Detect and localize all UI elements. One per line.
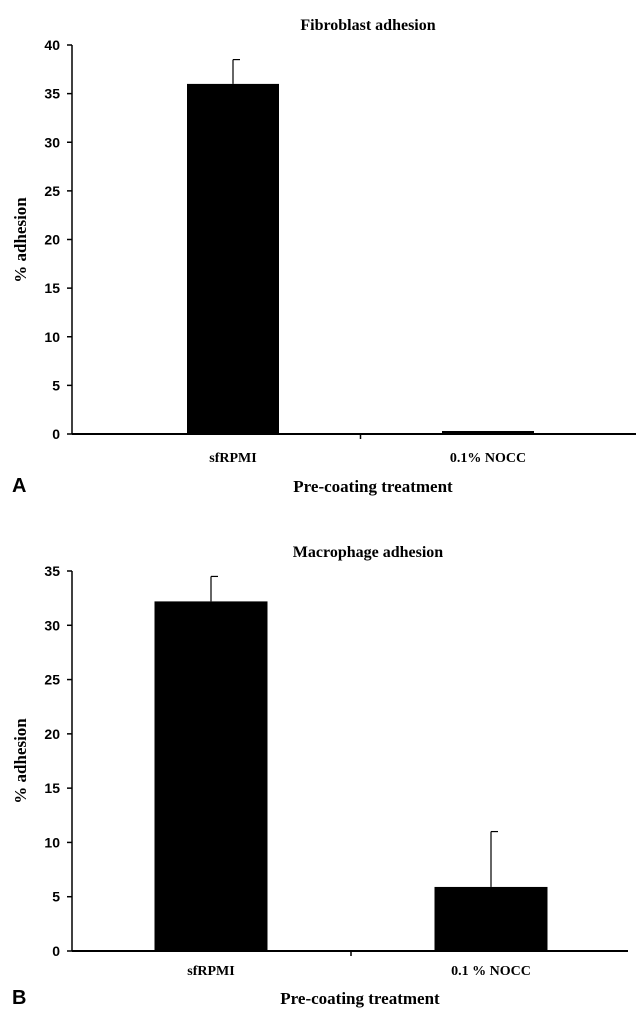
bar — [154, 601, 268, 951]
y-tick-label: 15 — [44, 780, 60, 796]
chart-panel-a: Fibroblast adhesion % adhesion 0 5 10 15 20 2… — [11, 17, 636, 497]
y-tick-label: 35 — [44, 86, 60, 102]
y-tick-label: 30 — [44, 617, 60, 633]
y-tick-label: 35 — [44, 563, 60, 579]
chart-b-category-labels: sfRPMI 0.1 % NOCC — [187, 951, 531, 979]
chart-b-y-ticks: 0 5 10 15 20 25 30 35 — [44, 563, 72, 959]
y-tick-label: 10 — [44, 329, 60, 345]
y-tick-label: 40 — [44, 37, 60, 53]
y-tick-label: 15 — [44, 280, 60, 296]
chart-a-y-ticks: 0 5 10 15 20 25 30 35 40 — [44, 37, 72, 442]
y-tick-label: 25 — [44, 672, 60, 688]
chart-a-panel-label: A — [12, 475, 26, 497]
bar — [442, 431, 534, 434]
y-tick-label: 30 — [44, 134, 60, 150]
bar — [187, 83, 279, 435]
chart-a-bars — [187, 58, 534, 435]
y-tick-label: 10 — [44, 834, 60, 850]
y-tick-label: 0 — [52, 426, 60, 442]
y-tick-label: 25 — [44, 183, 60, 199]
y-tick-label: 0 — [52, 943, 60, 959]
bar — [434, 886, 548, 951]
chart-b-title: Macrophage adhesion — [293, 544, 443, 561]
y-tick-label: 5 — [52, 377, 60, 393]
chart-b-panel-label: B — [12, 987, 26, 1009]
chart-b-ylabel: % adhesion — [11, 718, 30, 804]
y-tick-label: 5 — [52, 889, 60, 905]
category-label: 0.1 % NOCC — [451, 964, 531, 979]
chart-a-title: Fibroblast adhesion — [300, 17, 435, 34]
chart-panel-b: Macrophage adhesion % adhesion 0 5 10 15 20 2… — [11, 544, 628, 1009]
category-label: sfRPMI — [187, 964, 234, 979]
category-label: 0.1% NOCC — [450, 451, 526, 466]
chart-a-ylabel: % adhesion — [11, 197, 30, 283]
y-tick-label: 20 — [44, 232, 60, 248]
chart-a-category-labels: sfRPMI 0.1% NOCC — [209, 434, 526, 466]
chart-b-xlabel: Pre-coating treatment — [280, 989, 440, 1008]
y-tick-label: 20 — [44, 726, 60, 742]
category-label: sfRPMI — [209, 451, 256, 466]
chart-a-xlabel: Pre-coating treatment — [293, 477, 453, 496]
chart-b-bars — [154, 575, 548, 951]
